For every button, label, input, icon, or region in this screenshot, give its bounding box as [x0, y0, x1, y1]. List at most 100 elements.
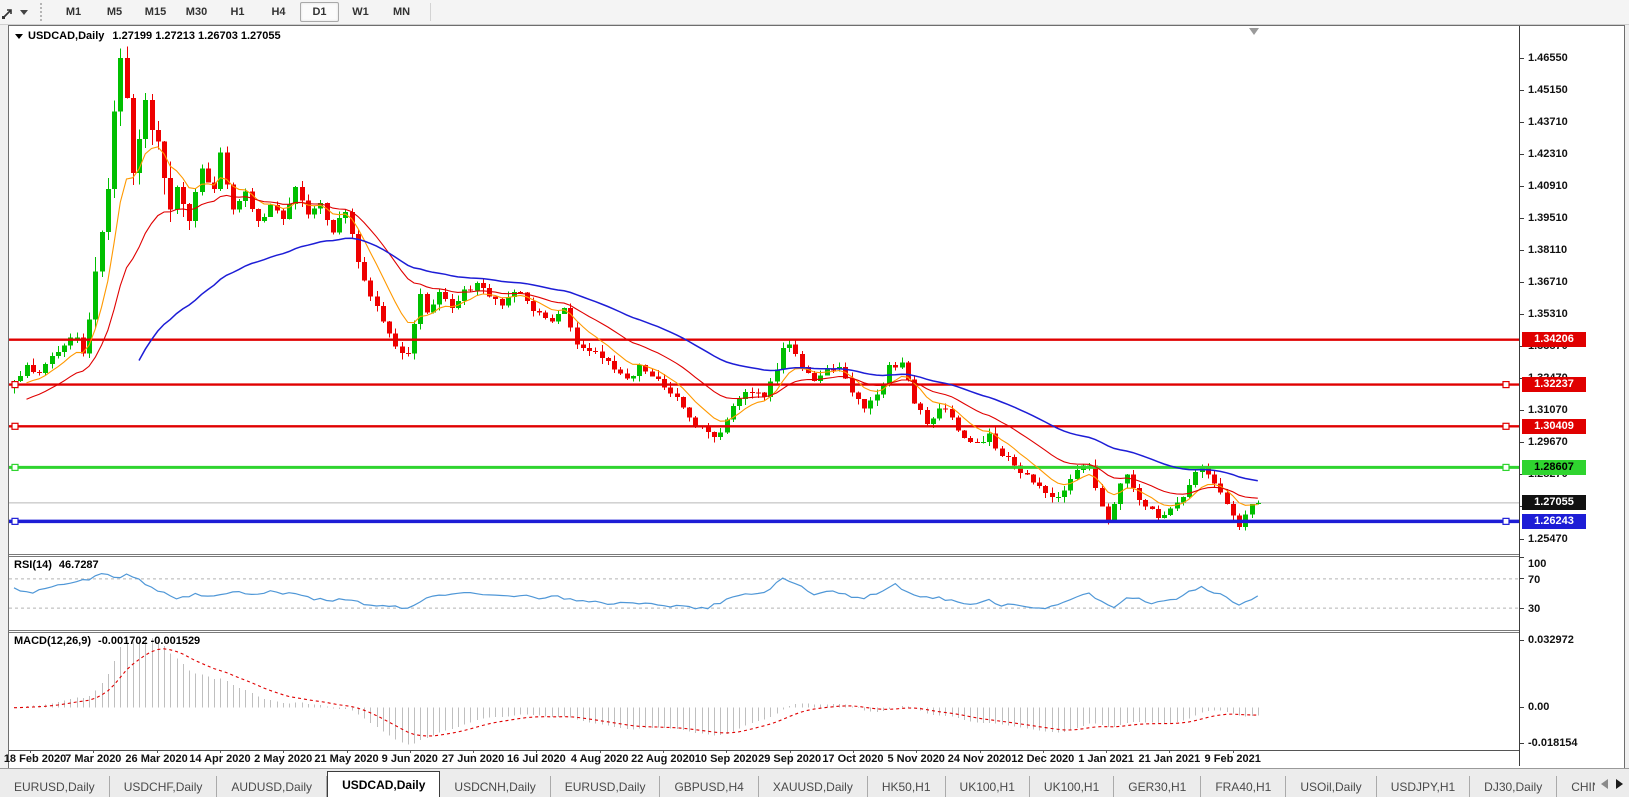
- price-tick-mark: [1520, 281, 1524, 283]
- tabs-scroll-left-button[interactable]: [1601, 778, 1608, 789]
- date-label: 10 Sep 2020: [694, 753, 758, 765]
- symbol-dropdown-icon[interactable]: [15, 33, 23, 39]
- price-axis[interactable]: 1.46550 1.45150 1.43710 1.42310 1.40910 1.395…: [1519, 26, 1623, 766]
- rsi-current-value: 46.7287: [58, 559, 99, 571]
- rsi-panel[interactable]: RSI(14) 46.7287: [9, 557, 1519, 630]
- price-tick-mark: [1520, 89, 1524, 91]
- date-tick-mark: [916, 750, 918, 753]
- date-tick-mark: [1232, 750, 1234, 753]
- tab-eurusd-daily[interactable]: EURUSD,Daily: [0, 776, 110, 797]
- date-tick-mark: [409, 750, 411, 753]
- macd-tick-label: 0.032972: [1528, 633, 1574, 646]
- tab-usdjpy-h1[interactable]: USDJPY,H1: [1377, 776, 1471, 797]
- panel-splitter[interactable]: [9, 554, 1519, 555]
- timeframe-button-m5[interactable]: M5: [106, 6, 123, 18]
- date-tick-mark: [93, 750, 95, 753]
- chart-shift-marker[interactable]: [1249, 28, 1259, 35]
- price-chart-panel[interactable]: USDCAD,Daily 1.27199 1.27213 1.26703 1.2…: [9, 26, 1519, 554]
- date-label: 29 Sep 2020: [758, 753, 822, 765]
- cursor-tool-button[interactable]: [0, 0, 34, 24]
- date-label: 2 May 2020: [254, 753, 313, 765]
- timeframe-button-m1[interactable]: M1: [65, 6, 82, 18]
- macd-panel[interactable]: MACD(12,26,9) -0.001702 -0.001529: [9, 633, 1519, 750]
- rsi-tick-label: 70: [1528, 573, 1541, 586]
- level-price-badge: 1.30409: [1522, 418, 1586, 434]
- date-label: 9 Jun 2020: [381, 753, 438, 765]
- tab-fra40-h1[interactable]: FRA40,H1: [1201, 776, 1287, 797]
- crosshair-cursor-icon: [2, 5, 16, 19]
- level-lines[interactable]: [9, 338, 1519, 525]
- price-tick-label: 1.38110: [1528, 243, 1568, 256]
- date-tick-mark: [1042, 750, 1044, 753]
- date-tick-mark: [726, 750, 728, 753]
- tab-uk100-h1[interactable]: UK100,H1: [946, 776, 1030, 797]
- tab-usdchf-daily[interactable]: USDCHF,Daily: [110, 776, 218, 797]
- chart-title[interactable]: USDCAD,Daily 1.27199 1.27213 1.26703 1.2…: [15, 30, 281, 42]
- panel-splitter[interactable]: [9, 556, 1519, 557]
- tab-dj30-daily[interactable]: DJ30,Daily: [1470, 776, 1558, 797]
- price-tick-mark: [1520, 185, 1524, 187]
- tab-hk50-h1[interactable]: HK50,H1: [868, 776, 946, 797]
- macd-tick-mark: [1520, 742, 1524, 744]
- toolbar-grip: [40, 3, 47, 21]
- chart-window: USDCAD,Daily 1.27199 1.27213 1.26703 1.2…: [4, 25, 1625, 769]
- rsi-tick-label: 30: [1528, 603, 1541, 616]
- price-tick-label: 1.42310: [1528, 147, 1568, 160]
- date-label: 1 Jan 2021: [1078, 753, 1134, 765]
- rsi-label: RSI(14) 46.7287: [14, 559, 99, 571]
- price-tick-mark: [1520, 153, 1524, 155]
- candles[interactable]: [12, 46, 1261, 531]
- tab-audusd-daily[interactable]: AUDUSD,Daily: [217, 776, 328, 797]
- date-label: 14 Apr 2020: [189, 753, 251, 765]
- timeframe-button-mn[interactable]: MN: [392, 6, 411, 18]
- price-tick-mark: [1520, 442, 1524, 444]
- timeframe-button-m15[interactable]: M15: [144, 6, 167, 18]
- chart-symbol-period: USDCAD,Daily: [28, 30, 105, 42]
- chart-ohlc-values: 1.27199 1.27213 1.26703 1.27055: [112, 30, 281, 42]
- date-label: 18 Feb 2020: [3, 753, 67, 765]
- timeframe-toolbar: M1 M5 M15 M30 H1 H4 D1 W1 MN: [0, 0, 1629, 25]
- tab-ger30-h1[interactable]: GER30,H1: [1114, 776, 1202, 797]
- toolbar-separator: [430, 3, 431, 21]
- date-tick-mark: [346, 750, 348, 753]
- date-label: 17 Oct 2020: [822, 753, 884, 765]
- macd-tick-label: 0.00: [1528, 701, 1550, 714]
- panel-splitter[interactable]: [9, 632, 1519, 633]
- panel-splitter[interactable]: [9, 630, 1519, 631]
- chart-tabs: EURUSD,Daily USDCHF,Daily AUDUSD,Daily USDC…: [0, 769, 1595, 797]
- tab-usdcnh-daily[interactable]: USDCNH,Daily: [440, 776, 551, 797]
- date-label: 26 Mar 2020: [125, 753, 188, 765]
- price-tick-mark: [1520, 314, 1524, 316]
- date-label: 12 Dec 2020: [1011, 753, 1075, 765]
- timeframe-button-h4[interactable]: H4: [271, 6, 286, 18]
- level-price-badge: 1.32237: [1522, 377, 1586, 393]
- tabs-scroll-right-button[interactable]: [1616, 778, 1623, 789]
- macd-canvas[interactable]: [9, 633, 1519, 750]
- tab-china300-h1[interactable]: CHINA300,H1: [1557, 776, 1595, 797]
- date-tick-mark: [283, 750, 285, 753]
- time-axis[interactable]: 18 Feb 2020 7 Mar 2020 26 Mar 2020 14 Apr 2…: [4, 750, 1622, 766]
- tab-uk100-h1[interactable]: UK100,H1: [1030, 776, 1115, 797]
- timeframe-button-d1[interactable]: D1: [300, 2, 339, 22]
- price-tick-label: 1.39510: [1528, 211, 1568, 224]
- tab-usdcad-daily[interactable]: USDCAD,Daily: [327, 771, 441, 797]
- timeframe-button-h1[interactable]: H1: [230, 6, 245, 18]
- level-price-badge: 1.34206: [1522, 332, 1586, 348]
- price-tick-label: 1.43710: [1528, 115, 1568, 128]
- macd-tick-label: -0.018154: [1528, 736, 1578, 749]
- tab-usoil-daily[interactable]: USOil,Daily: [1286, 776, 1377, 797]
- price-tick-label: 1.29670: [1528, 436, 1568, 449]
- timeframe-button-w1[interactable]: W1: [352, 6, 369, 18]
- timeframe-button-m30[interactable]: M30: [185, 6, 208, 18]
- date-tick-mark: [536, 750, 538, 753]
- date-tick-mark: [156, 750, 158, 753]
- price-chart-canvas[interactable]: [9, 26, 1519, 554]
- rsi-canvas[interactable]: [9, 557, 1519, 630]
- tab-gbpusd-h4[interactable]: GBPUSD,H4: [660, 776, 759, 797]
- macd-current-values: -0.001702 -0.001529: [98, 635, 201, 647]
- tab-xauusd-daily[interactable]: XAUUSD,Daily: [759, 776, 868, 797]
- level-price-badge: 1.26243: [1522, 513, 1586, 529]
- tab-eurusd-daily[interactable]: EURUSD,Daily: [551, 776, 661, 797]
- cursor-tool-dropdown-icon[interactable]: [20, 9, 28, 15]
